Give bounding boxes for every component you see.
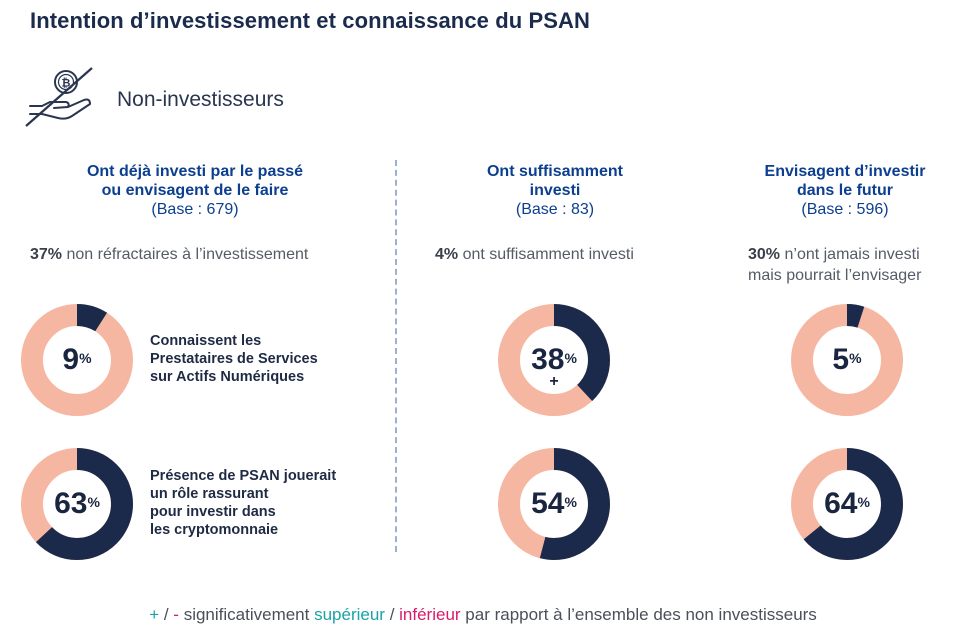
- donut-value-arc: [21, 448, 133, 560]
- donut-significance-marker: +: [549, 373, 559, 390]
- stat-value: 37%: [30, 246, 63, 263]
- column-base: (Base : 83): [515, 201, 595, 218]
- stat-text: non réfractaires à l’investissement: [66, 246, 309, 263]
- column-heading-line1: Envisagent d’investir: [764, 163, 926, 180]
- row-description-line: Présence de PSAN jouerait: [150, 468, 337, 484]
- donut-value-number: 5: [832, 343, 850, 376]
- significance-legend: + / - significativement supérieur / infé…: [0, 605, 966, 625]
- section-label: Non-investisseurs: [117, 88, 284, 111]
- legend-sep: /: [159, 605, 174, 624]
- row-description-knowledge: Connaissent les Prestataires de Services…: [150, 332, 318, 386]
- row-description-reassurance: Présence de PSAN jouerait un rôle rassur…: [150, 467, 336, 539]
- donut-value-arc: [791, 304, 903, 416]
- column-heading-past: Ont déjà investi par le passé ou envisag…: [40, 162, 350, 219]
- column-heading-line1: Ont suffisamment: [486, 163, 623, 180]
- svg-text:₿: ₿: [62, 78, 71, 90]
- row-description-line: pour investir dans: [150, 504, 276, 520]
- legend-inferieur: inférieur: [399, 605, 461, 624]
- stat-text: n’ont jamais investi: [784, 246, 920, 263]
- donut-value-unit: %: [564, 494, 577, 510]
- donut-value-unit: %: [79, 350, 92, 366]
- stat-text: ont suffisamment investi: [462, 246, 634, 263]
- row-description-line: Connaissent les: [150, 333, 262, 349]
- donut-value-label: 54%: [497, 447, 611, 561]
- donut-chart: 9%: [20, 303, 134, 417]
- column-base: (Base : 596): [801, 201, 889, 218]
- donut-value-arc: [498, 448, 610, 560]
- legend-text: par rapport à l’ensemble des non investi…: [460, 605, 817, 624]
- donut-value-label: 64%: [790, 447, 904, 561]
- legend-superieur: supérieur: [314, 605, 385, 624]
- donut-value-label: 63%: [20, 447, 134, 561]
- donut-value-number: 64: [824, 487, 858, 520]
- row-description-line: un rôle rassurant: [150, 486, 269, 502]
- donut-value-unit: %: [857, 494, 870, 510]
- stat-enough: 4% ont suffisamment investi: [435, 244, 634, 265]
- donut-chart: 5%: [790, 303, 904, 417]
- column-heading-line2: ou envisagent de le faire: [101, 182, 289, 199]
- row-description-line: les cryptomonnaie: [150, 522, 279, 538]
- stat-value: 30%: [748, 246, 781, 263]
- stat-value: 4%: [435, 246, 459, 263]
- no-bitcoin-hand-icon: ₿: [22, 64, 100, 130]
- donut-value-unit: %: [849, 350, 862, 366]
- column-base: (Base : 679): [151, 201, 239, 218]
- donut-value-label: 5%: [790, 303, 904, 417]
- legend-plus: +: [149, 605, 160, 624]
- donut-chart: 64%: [790, 447, 904, 561]
- column-heading-line2: dans le futur: [796, 182, 893, 199]
- legend-minus: -: [173, 605, 179, 624]
- column-heading-line2: investi: [529, 182, 581, 199]
- column-heading-line1: Ont déjà investi par le passé: [86, 163, 304, 180]
- donut-value-arc: [498, 304, 610, 416]
- donut-value-label: 38%: [497, 303, 611, 417]
- donut-value-number: 38: [531, 343, 565, 376]
- donut-value-unit: %: [564, 350, 577, 366]
- legend-text: significativement: [178, 605, 315, 624]
- stat-text-line2: mais pourrait l’envisager: [748, 267, 922, 284]
- column-divider: [395, 160, 397, 552]
- donut-chart: 63%: [20, 447, 134, 561]
- column-heading-future: Envisagent d’investir dans le futur (Bas…: [730, 162, 960, 219]
- column-heading-enough: Ont suffisamment investi (Base : 83): [430, 162, 680, 219]
- donut-value-number: 54: [531, 487, 565, 520]
- donut-value-unit: %: [87, 494, 100, 510]
- row-description-line: Prestataires de Services: [150, 351, 318, 367]
- donut-value-number: 9: [62, 343, 80, 376]
- donut-value-label: 9%: [20, 303, 134, 417]
- donut-value-arc: [21, 304, 133, 416]
- page-title: Intention d’investissement et connaissan…: [30, 8, 591, 33]
- stat-future: 30% n’ont jamais investi mais pourrait l…: [748, 244, 921, 286]
- stat-past: 37% non réfractaires à l’investissement: [30, 244, 308, 265]
- donut-value-arc: [791, 448, 903, 560]
- legend-sep: /: [384, 605, 400, 624]
- donut-chart: 54%: [497, 447, 611, 561]
- donut-value-number: 63: [54, 487, 88, 520]
- donut-chart: 38% +: [497, 303, 611, 417]
- row-description-line: sur Actifs Numériques: [150, 369, 305, 385]
